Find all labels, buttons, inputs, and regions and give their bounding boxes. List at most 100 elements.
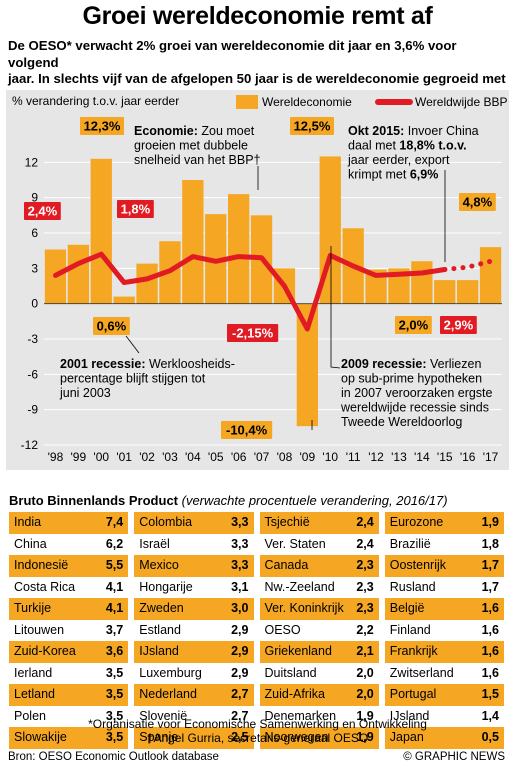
- country-name: Nederland: [139, 687, 197, 701]
- gdp-value: 7,4: [105, 515, 124, 529]
- x-tick-label: '98: [48, 450, 64, 464]
- country-name: Japan: [389, 730, 424, 744]
- country-name: Rusland: [389, 579, 436, 594]
- subtitle-line: De OESO* verwacht 2% groei van wereldeco…: [8, 38, 457, 70]
- table-row: Nw.-Zeeland 2,3: [260, 577, 379, 599]
- country-name: Portugal: [389, 687, 437, 701]
- x-tick-label: '10: [322, 450, 338, 464]
- table-title-sub: (verwachte procentuele verandering, 2016…: [181, 493, 448, 508]
- country-name: IJsland: [389, 708, 430, 723]
- bar: [434, 280, 456, 304]
- gdp-value: 2,2: [356, 622, 374, 637]
- bar: [479, 247, 502, 304]
- data-label-box: [93, 317, 130, 335]
- gdp-value: 2,3: [356, 558, 374, 572]
- x-tick-label: '05: [208, 450, 224, 464]
- footnote-gurria: †Angel Gurria, secretaris-generaal OESO: [146, 731, 369, 745]
- brand-credit: © GRAPHIC NEWS: [403, 751, 505, 763]
- table-row: Indonesië 5,5: [9, 555, 129, 577]
- subtitle-line: jaar. In slechts vijf van de afgelopen 5…: [8, 71, 506, 86]
- x-tick-label: '12: [368, 450, 384, 464]
- country-name: Letland: [14, 687, 56, 701]
- gdp-value: 2,3: [356, 601, 374, 615]
- gdp-value: 2,7: [231, 708, 249, 723]
- table-row: Slowakije 3,5: [9, 727, 129, 749]
- country-name: Estland: [139, 622, 181, 637]
- x-tick-label: '01: [116, 450, 132, 464]
- table-row: Colombia 3,3: [134, 512, 254, 534]
- bar: [388, 268, 410, 304]
- table-row: Zuid-Korea 3,6: [9, 641, 129, 663]
- gdp-value: 6,2: [105, 536, 124, 551]
- legend-line-label: Wereldwijde BBP: [415, 95, 507, 109]
- data-label-box: [117, 200, 154, 218]
- bar: [457, 280, 479, 304]
- data-label: 12,5%: [294, 119, 331, 134]
- data-label-box: [440, 316, 477, 334]
- data-label: 0,6%: [97, 319, 127, 334]
- country-name: Griekenland: [264, 644, 332, 658]
- country-name: Turkije: [14, 601, 52, 615]
- country-name: Zweden: [139, 601, 184, 615]
- footnote-oeso: *Organisatie voor Economische Samenwerki…: [88, 717, 427, 731]
- table-row: IJsland 2,9: [134, 641, 254, 663]
- gdp-value: 2,5: [231, 730, 249, 744]
- gdp-line-projected: [442, 258, 493, 272]
- bar: [182, 180, 204, 304]
- table-row: Costa Rica 4,1: [9, 577, 128, 599]
- table-row: Zuid-Afrika 2,0: [259, 684, 379, 706]
- table-row: Slovenië 2,7: [134, 706, 253, 728]
- country-name: OESO: [264, 622, 301, 637]
- data-label: 1,8%: [121, 202, 151, 217]
- table-row: Frankrijk 1,6: [384, 641, 504, 663]
- table-row: Letland 3,5: [9, 684, 129, 706]
- country-name: India: [14, 515, 42, 529]
- gdp-value: 3,5: [105, 730, 124, 744]
- annotation: Okt 2015: Invoer China daal met 18,8% t.o…: [347, 124, 479, 182]
- gdp-value: 4,1: [105, 601, 124, 615]
- x-tick-label: '13: [391, 450, 407, 464]
- country-name: Slovenië: [139, 708, 188, 723]
- gdp-value: 1,9: [356, 730, 374, 744]
- gdp-value: 3,3: [231, 515, 249, 529]
- table-row: Tsjechië 2,4: [259, 512, 379, 534]
- country-name: Noorwegen: [264, 730, 329, 744]
- data-label: 2,4%: [28, 204, 58, 219]
- gdp-value: 3,3: [231, 536, 249, 551]
- bar: [296, 303, 318, 427]
- country-name: Frankrijk: [389, 644, 438, 658]
- country-name: Costa Rica: [14, 579, 76, 594]
- table-row: China 6,2: [9, 534, 128, 556]
- y-tick-label: 6: [31, 226, 38, 240]
- country-name: Ierland: [14, 665, 53, 680]
- country-name: IJsland: [139, 644, 179, 658]
- annotation: 2009 recessie: Verliezen op sub-prime hyp…: [340, 357, 493, 429]
- country-name: Indonesië: [14, 558, 69, 572]
- table-row: Ver. Koninkrijk 2,3: [259, 598, 379, 620]
- table-row: Ver. Staten 2,4: [260, 534, 379, 556]
- table-row: België 1,6: [384, 598, 504, 620]
- gdp-value: 3,5: [105, 708, 124, 723]
- x-tick-label: '16: [460, 450, 476, 464]
- table-row: Denemarken 1,9: [260, 706, 379, 728]
- gdp-value: 2,9: [231, 644, 249, 658]
- country-name: Slowakije: [14, 730, 67, 744]
- y-axis-label: % verandering t.o.v. jaar eerder: [12, 94, 179, 108]
- country-name: Spanje: [139, 730, 179, 744]
- bar: [136, 263, 158, 304]
- gdp-value: 1,6: [481, 644, 499, 658]
- x-tick-label: '15: [437, 450, 453, 464]
- data-label-box: [290, 117, 334, 135]
- table-row: OESO 2,2: [260, 620, 379, 642]
- annotation-leader: [125, 335, 140, 354]
- country-name: Luxemburg: [139, 665, 202, 680]
- country-name: Polen: [14, 708, 46, 723]
- table-row: Duitsland 2,0: [260, 663, 379, 685]
- table-title: Bruto Binnenlands Product (verwachte pro…: [9, 492, 504, 510]
- country-name: België: [389, 601, 425, 615]
- gdp-value: 2,9: [231, 665, 249, 680]
- table-row: Zwitserland 1,6: [385, 663, 504, 685]
- table-row: Eurozone 1,9: [384, 512, 504, 534]
- x-tick-label: '09: [300, 450, 316, 464]
- table-row: Mexico 3,3: [134, 555, 254, 577]
